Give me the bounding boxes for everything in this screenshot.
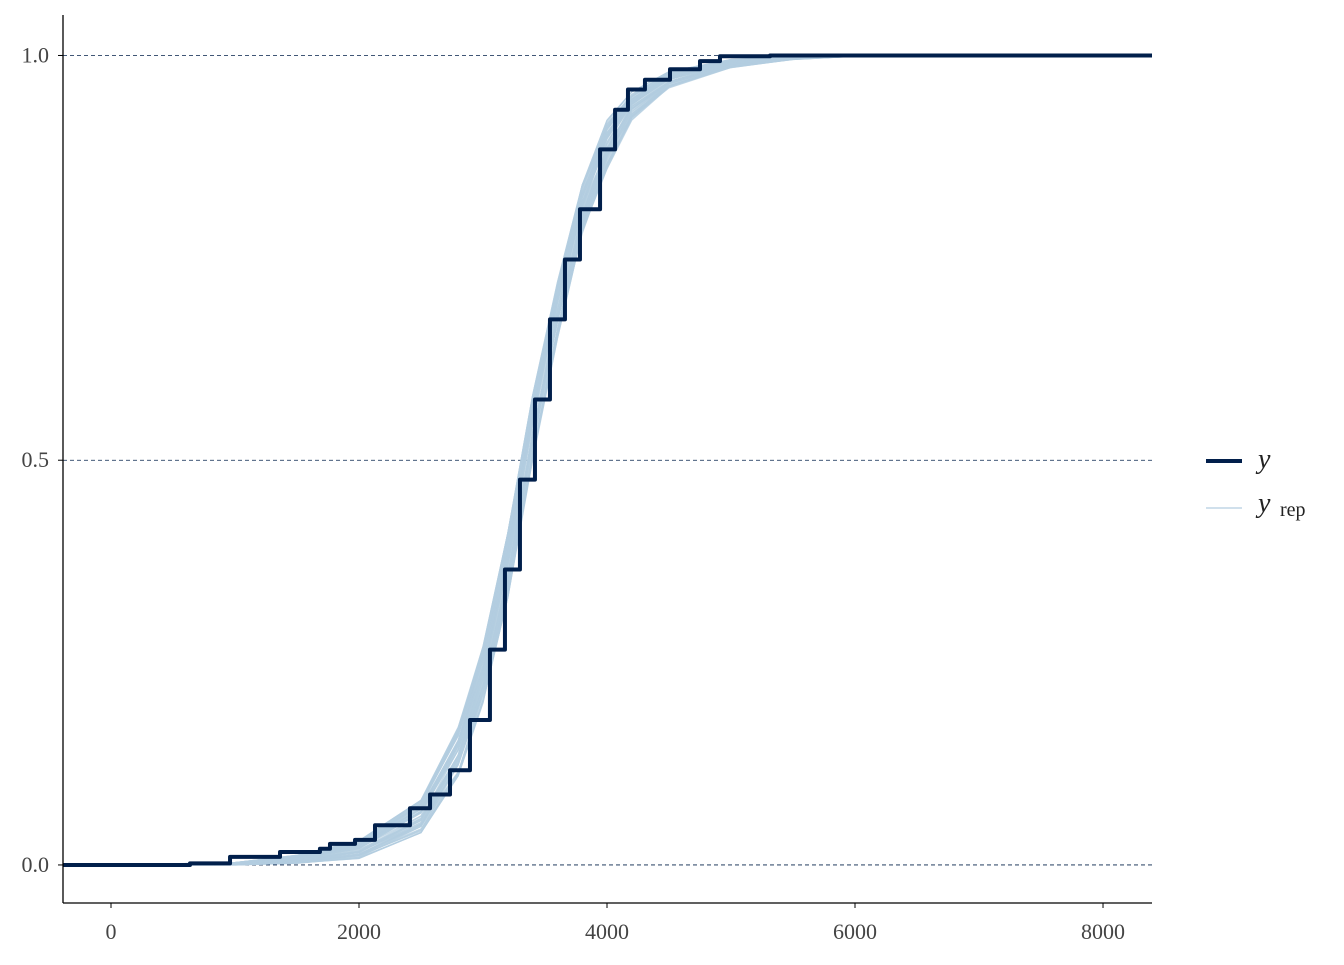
axis-ticks: 0.0 0.5 1.0 0 2000 4000 6000 8000 <box>22 42 1126 944</box>
grid-lines <box>63 55 1152 866</box>
yrep-line <box>63 54 1153 866</box>
legend-label-yrep-subscript: rep <box>1280 499 1306 521</box>
x-tick-label: 8000 <box>1081 919 1125 944</box>
yrep-line <box>63 54 1153 866</box>
y-tick-label: 1.0 <box>22 42 50 67</box>
yrep-line <box>63 54 1153 866</box>
yrep-line <box>63 54 1153 866</box>
yrep-line <box>63 54 1153 866</box>
series-line-y <box>63 53 1152 867</box>
x-tick-label: 4000 <box>585 919 629 944</box>
legend: y y rep <box>1206 444 1306 521</box>
x-tick-label: 6000 <box>833 919 877 944</box>
x-tick-label: 2000 <box>337 919 381 944</box>
y-tick-label: 0.0 <box>22 852 50 877</box>
yrep-series <box>63 54 1153 866</box>
y-tick-label: 0.5 <box>22 447 50 472</box>
x-tick-label: 0 <box>105 919 116 944</box>
legend-label-y: y <box>1255 444 1271 475</box>
legend-label-yrep: y <box>1255 488 1271 519</box>
